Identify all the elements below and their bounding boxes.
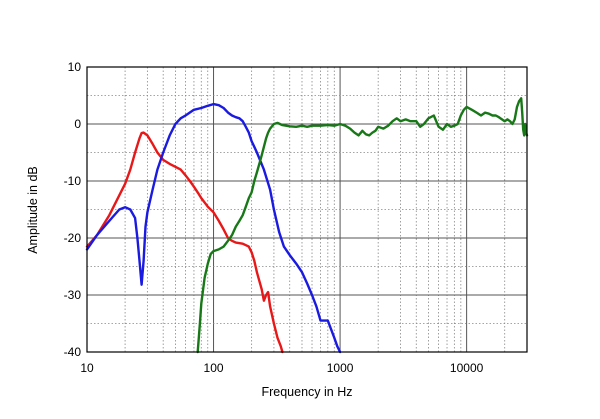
x-tick-label: 10 — [80, 361, 94, 375]
x-tick-label: 1000 — [327, 361, 354, 375]
y-tick-label: -30 — [64, 288, 82, 302]
y-axis-title: Amplitude in dB — [26, 166, 40, 254]
y-tick-label: 10 — [68, 60, 82, 74]
series-line-2 — [85, 102, 342, 354]
x-tick-label: 10000 — [450, 361, 484, 375]
x-axis-title: Frequency in Hz — [261, 385, 352, 399]
y-tick-label: -40 — [64, 345, 82, 359]
series-lines — [85, 97, 529, 354]
grid — [87, 67, 527, 352]
plot-frame — [86, 66, 528, 353]
y-tick-label: 0 — [74, 117, 81, 131]
y-tick-label: -10 — [64, 174, 82, 188]
series-line-1 — [85, 131, 284, 354]
series-line-3 — [196, 97, 529, 354]
x-tick-label: 100 — [204, 361, 224, 375]
y-tick-label: -20 — [64, 231, 82, 245]
